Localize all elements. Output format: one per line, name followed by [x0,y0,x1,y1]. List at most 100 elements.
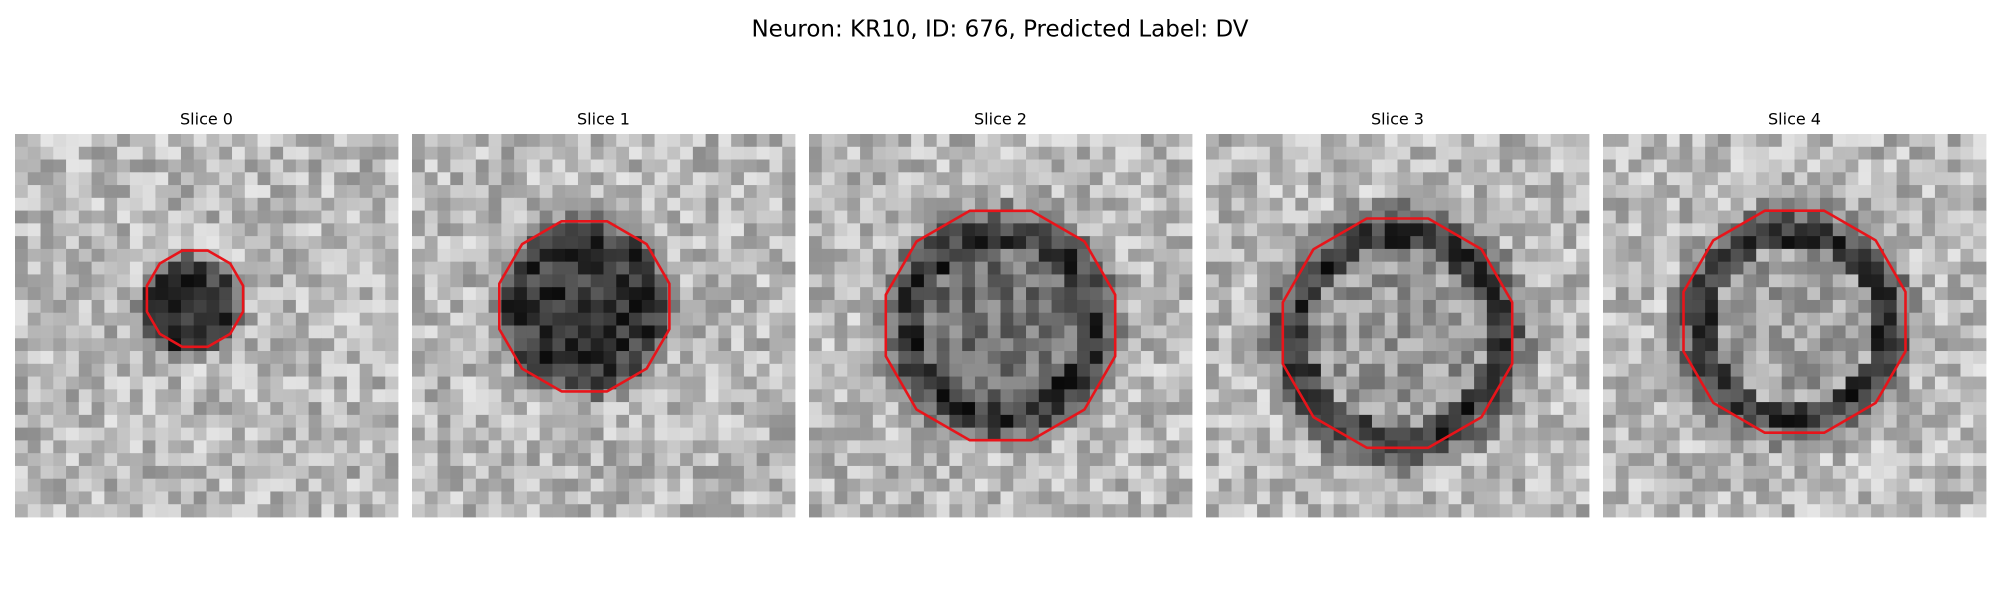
pixel [821,146,835,160]
pixel [1269,146,1283,160]
pixel [616,427,630,441]
pixel [1858,338,1872,352]
pixel [1320,197,1335,211]
pixel [1615,325,1629,339]
pixel [27,478,41,492]
pixel [847,159,861,173]
pixel [270,299,284,314]
pixel [206,389,220,403]
pixel [1717,325,1732,339]
pixel [603,491,617,505]
pixel [616,146,630,160]
pixel [860,325,874,339]
pixel [1603,159,1617,173]
pixel [974,185,989,199]
pixel [1576,402,1590,416]
pixel [15,427,29,441]
pixel [1359,185,1373,199]
pixel [1448,402,1462,416]
pixel [821,465,835,480]
pixel [923,465,938,480]
pixel [1768,478,1783,492]
pixel [1654,312,1668,326]
pixel [692,491,707,505]
pixel [1308,197,1322,211]
pixel [1512,478,1526,492]
pixel [1026,491,1040,505]
pixel [1000,465,1014,480]
pixel [463,146,477,160]
pixel [654,274,668,288]
pixel [539,440,553,454]
pixel [1206,236,1220,250]
pixel [809,414,823,429]
pixel [756,376,770,390]
pixel [168,134,182,148]
pixel [475,134,489,148]
pixel [346,351,361,365]
pixel [475,427,489,441]
pixel [91,491,105,505]
pixel [1525,465,1539,480]
pixel [244,478,258,492]
pixel [1346,402,1360,416]
pixel [488,478,502,492]
pixel [1102,338,1116,352]
pixel [1140,376,1155,390]
pixel [1320,325,1335,339]
pixel [1244,134,1258,148]
pixel [692,236,707,250]
pixel [295,414,310,429]
pixel [1423,478,1437,492]
pixel [872,274,886,288]
pixel [1231,261,1245,275]
pixel [1654,172,1668,186]
pixel [705,172,719,186]
pixel [1499,325,1513,339]
pixel [1794,223,1808,237]
pixel [1768,299,1783,314]
pixel [1206,440,1220,454]
pixel [911,146,925,160]
pixel [142,414,156,429]
pixel [1641,440,1655,454]
pixel [1308,504,1322,518]
pixel [860,376,874,390]
pixel [463,351,477,365]
pixel [756,389,770,403]
pixel [27,146,41,160]
pixel [834,299,848,314]
pixel [1448,389,1462,403]
pixel [1947,427,1961,441]
pixel [1858,159,1872,173]
pixel [1269,172,1283,186]
pixel [1461,414,1475,429]
pixel [412,146,426,160]
pixel [257,261,271,275]
pixel [385,440,399,454]
pixel [1359,491,1373,505]
pixel [1179,172,1193,186]
pixel [1832,427,1846,441]
pixel [552,376,566,390]
pixel [180,261,195,275]
pixel [437,465,451,480]
pixel [1756,414,1770,429]
pixel [539,287,553,301]
pixel [1537,287,1552,301]
pixel [1641,351,1655,365]
pixel [1934,325,1949,339]
pixel [756,363,770,377]
pixel [1730,159,1744,173]
pixel [1641,146,1655,160]
pixel [1858,478,1872,492]
pixel [1781,440,1795,454]
pixel [346,453,361,467]
pixel [193,236,207,250]
pixel [1654,478,1668,492]
pixel [1628,325,1642,339]
pixel [66,287,80,301]
figure-title: Neuron: KR10, ID: 676, Predicted Label: … [751,17,1248,43]
pixel [743,248,758,263]
pixel [1371,351,1386,365]
